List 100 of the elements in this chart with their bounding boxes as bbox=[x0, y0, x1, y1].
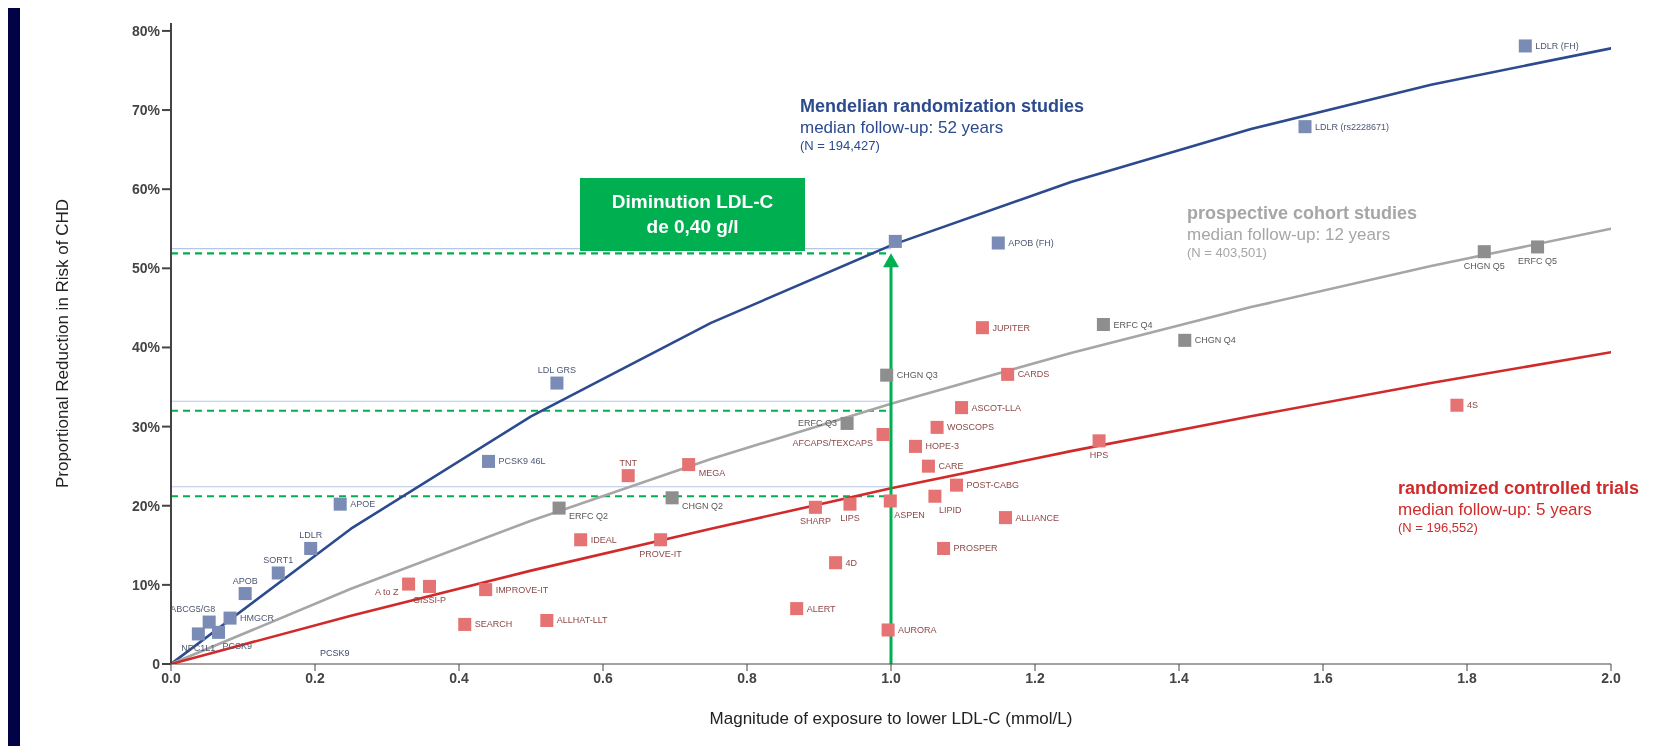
annotation: JUPITER bbox=[992, 322, 1031, 333]
x-tick-label: 0.6 bbox=[593, 669, 613, 686]
annotation: ERFC Q5 bbox=[1518, 255, 1558, 266]
point bbox=[1450, 398, 1464, 412]
text: Mendelian randomization studies bbox=[800, 96, 1085, 118]
annotation: ALLHAT-LLT bbox=[556, 615, 609, 626]
annotation: (N = 194,427) bbox=[800, 137, 881, 154]
annotation: 4D bbox=[845, 557, 858, 568]
point bbox=[937, 541, 951, 555]
annotation: ASPEN bbox=[894, 509, 925, 520]
point bbox=[1096, 317, 1110, 332]
annotation: CHGN Q5 bbox=[1463, 260, 1505, 271]
annotation: APOB (FH) bbox=[1008, 238, 1054, 248]
point bbox=[883, 494, 897, 508]
y-tick-label: 0 bbox=[152, 655, 161, 672]
annotation: AFCAPS/TEXCAPS bbox=[792, 437, 874, 448]
annotation: CHGN Q4 bbox=[1194, 335, 1236, 346]
annotation: PROSPER bbox=[953, 543, 999, 554]
point bbox=[829, 556, 843, 570]
y-tick-label: 30% bbox=[131, 418, 161, 435]
annotation: PCSK9 bbox=[320, 648, 350, 658]
point bbox=[402, 577, 416, 591]
point bbox=[790, 602, 804, 616]
annotation: GISSI-P bbox=[412, 595, 446, 606]
point bbox=[665, 491, 679, 505]
annotation: SORT1 bbox=[263, 554, 294, 565]
annotation: APOE bbox=[350, 499, 376, 510]
annotation: LIPS bbox=[840, 513, 860, 524]
x-tick-label: 2.0 bbox=[1601, 669, 1621, 686]
x-tick-label: 1.4 bbox=[1169, 669, 1189, 686]
point bbox=[930, 420, 944, 434]
point bbox=[991, 236, 1005, 250]
point bbox=[928, 489, 942, 503]
point bbox=[1092, 434, 1106, 448]
text: randomized controlled trials bbox=[1398, 478, 1640, 500]
annotation: CARDS bbox=[1017, 369, 1050, 380]
annotation: APOB bbox=[232, 575, 258, 586]
point bbox=[955, 401, 969, 415]
annotation: HPS bbox=[1089, 449, 1109, 460]
point bbox=[482, 454, 496, 468]
point bbox=[540, 613, 554, 627]
annotation: SHARP bbox=[799, 516, 831, 527]
x-tick-label: 0.2 bbox=[305, 669, 325, 686]
point bbox=[271, 566, 285, 580]
point bbox=[191, 627, 205, 641]
point bbox=[921, 459, 935, 473]
y-tick-label: 10% bbox=[131, 576, 161, 593]
annotation: TNT bbox=[619, 457, 638, 468]
y-tick-label: 70% bbox=[131, 102, 161, 119]
annotation: median follow-up: 5 years bbox=[1398, 499, 1593, 520]
annotation: SEARCH bbox=[474, 619, 513, 630]
y-tick-label: 40% bbox=[131, 339, 161, 356]
annotation: CARE bbox=[938, 461, 964, 472]
annotation: POST-CABG bbox=[966, 480, 1020, 491]
point bbox=[1001, 367, 1015, 381]
annotation: ALERT bbox=[806, 603, 837, 614]
annotation: LDL GRS bbox=[537, 365, 577, 376]
point bbox=[202, 615, 216, 629]
point bbox=[1298, 120, 1312, 134]
annotation: IDEAL bbox=[590, 534, 617, 545]
annotation: (N = 196,552) bbox=[1398, 519, 1479, 536]
point bbox=[888, 234, 902, 248]
point bbox=[880, 368, 894, 382]
annotation: WOSCOPS bbox=[947, 422, 995, 433]
x-tick-label: 0.8 bbox=[737, 669, 757, 686]
annotation: (N = 403,501) bbox=[1187, 244, 1268, 261]
annotation: CHGN Q3 bbox=[896, 370, 938, 381]
x-tick-label: 0.0 bbox=[161, 669, 181, 686]
point bbox=[574, 533, 588, 547]
point bbox=[621, 469, 635, 483]
annotation: median follow-up: 52 years bbox=[800, 117, 1005, 138]
y-tick-label: 80% bbox=[131, 22, 161, 39]
point bbox=[479, 583, 493, 597]
point bbox=[552, 501, 566, 515]
point bbox=[238, 587, 252, 601]
annotation: CHGN Q2 bbox=[682, 500, 724, 511]
annotation: PROVE-IT bbox=[639, 548, 683, 559]
point bbox=[422, 579, 436, 593]
callout-box: Diminution LDL-C de 0,40 g/l bbox=[580, 178, 805, 251]
point bbox=[458, 617, 472, 631]
point bbox=[1477, 245, 1491, 259]
annotation: IMPROVE-IT bbox=[495, 584, 549, 595]
point bbox=[682, 458, 696, 472]
point bbox=[998, 511, 1012, 525]
point bbox=[1518, 39, 1532, 53]
x-tick-label: 1.0 bbox=[881, 669, 901, 686]
x-tick-label: 1.6 bbox=[1313, 669, 1333, 686]
y-tick-label: 50% bbox=[131, 260, 161, 277]
annotation: LDLR bbox=[299, 530, 323, 541]
annotation: ERFC Q3 bbox=[798, 418, 838, 429]
annotation: 4S bbox=[1466, 400, 1478, 411]
point bbox=[654, 533, 668, 547]
y-tick-label: 60% bbox=[131, 181, 161, 198]
annotation: LIPID bbox=[938, 505, 962, 516]
y-tick-label: 20% bbox=[131, 497, 161, 514]
y-axis-title: Proportional Reduction in Risk of CHD bbox=[53, 198, 73, 489]
point bbox=[950, 478, 964, 492]
annotation: ASCOT-LLA bbox=[971, 402, 1022, 413]
annotation: ALLIANCE bbox=[1015, 512, 1060, 523]
annotation: LDLR (rs2228671) bbox=[1315, 121, 1390, 132]
